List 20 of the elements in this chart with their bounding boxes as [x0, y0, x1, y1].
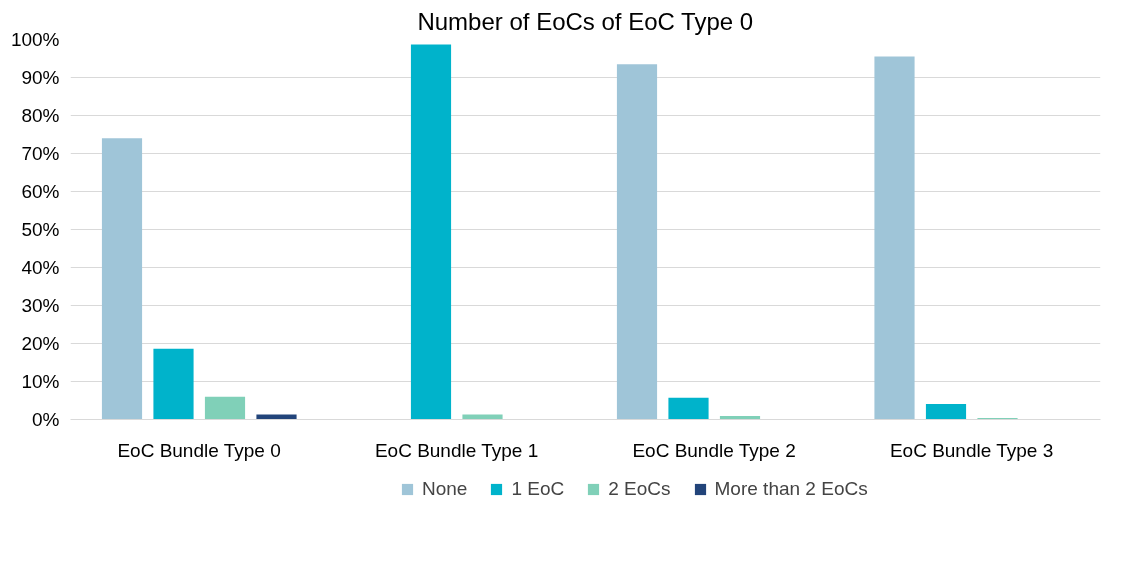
- y-tick-label: 50%: [21, 219, 60, 240]
- y-tick-label: 30%: [21, 295, 60, 316]
- y-tick-label: 70%: [21, 143, 60, 164]
- y-tick-label: 10%: [21, 371, 60, 392]
- x-tick-label: EoC Bundle Type 2: [632, 439, 796, 461]
- y-tick-label: 20%: [21, 333, 60, 354]
- x-tick-label: EoC Bundle Type 1: [374, 439, 539, 461]
- y-tick-label: 80%: [21, 105, 60, 126]
- y-tick-label: 40%: [21, 257, 60, 278]
- legend-label: None: [422, 478, 468, 500]
- legend-label: More than 2 EoCs: [714, 478, 868, 500]
- x-tick-label: EoC Bundle Type 0: [117, 439, 281, 461]
- chart-title: Number of EoCs of EoC Type 0: [417, 7, 754, 35]
- y-tick-label: 60%: [21, 181, 60, 202]
- legend-label: 1 EoC: [511, 478, 565, 500]
- legend-label: 2 EoCs: [608, 478, 671, 500]
- y-tick-label: 100%: [10, 29, 60, 50]
- x-tick-label: EoC Bundle Type 3: [889, 439, 1054, 461]
- y-tick-label: 0%: [32, 409, 60, 430]
- y-tick-label: 90%: [21, 67, 60, 88]
